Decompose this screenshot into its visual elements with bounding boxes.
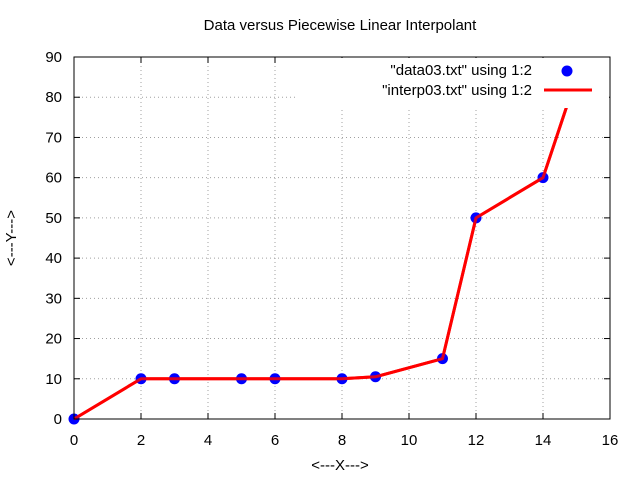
legend-label: "data03.txt" using 1:2 — [390, 62, 532, 79]
y-tick-label: 30 — [45, 290, 62, 307]
y-tick-label: 60 — [45, 170, 62, 187]
x-tick-label: 8 — [338, 432, 346, 449]
y-tick-label: 20 — [45, 331, 62, 348]
x-tick-label: 10 — [401, 432, 418, 449]
x-tick-label: 14 — [535, 432, 552, 449]
series-line-interp03 — [73, 76, 578, 421]
y-tick-label: 50 — [45, 210, 62, 227]
y-axis-label: <---Y---> — [3, 210, 20, 266]
series-layer — [68, 71, 582, 425]
x-tick-label: 2 — [137, 432, 145, 449]
x-tick-label: 6 — [271, 432, 279, 449]
x-tick-label: 4 — [204, 432, 212, 449]
legend-marker-points — [561, 65, 573, 77]
y-tick-label: 0 — [54, 411, 62, 428]
y-tick-label: 90 — [45, 49, 62, 66]
y-tick-label: 40 — [45, 250, 62, 267]
grid — [74, 57, 610, 419]
legend: "data03.txt" using 1:2 "interp03.txt" usi… — [298, 58, 609, 108]
y-tick-label: 10 — [45, 371, 62, 388]
x-axis-label: <---X---> — [311, 457, 369, 474]
y-tick-label: 80 — [45, 89, 62, 106]
chart-title: Data versus Piecewise Linear Interpolant — [204, 17, 477, 34]
legend-background — [298, 58, 609, 108]
plot-frame — [73, 56, 611, 420]
y-tick-label: 70 — [45, 129, 62, 146]
x-tick-label: 16 — [602, 432, 619, 449]
x-tick-label: 0 — [70, 432, 78, 449]
x-tick-label: 12 — [468, 432, 485, 449]
legend-label: "interp03.txt" using 1:2 — [382, 82, 532, 99]
axis-ticks: 0 2 4 6 8 10 12 14 16 0 10 20 30 40 50 60 70 80 90 — [45, 49, 618, 449]
series-line-overlay — [73, 76, 578, 421]
